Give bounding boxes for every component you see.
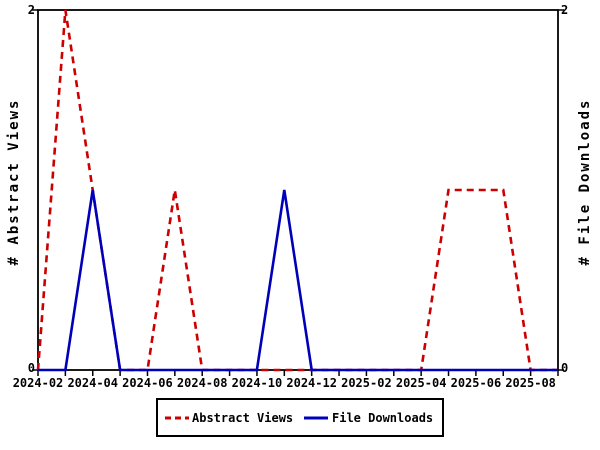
y-axis-right-tick-top: 2 — [561, 3, 569, 17]
chart-legend: Abstract Views File Downloads — [156, 398, 444, 437]
x-tick-label: 2025-04 — [395, 376, 447, 390]
y-axis-title-right: # File Downloads — [577, 98, 593, 266]
legend-label-file-downloads: File Downloads — [332, 411, 434, 425]
x-tick-label: 2024-12 — [286, 376, 337, 390]
x-tick-label: 2025-08 — [505, 376, 556, 390]
legend-sample-abstract-views — [165, 416, 189, 420]
legend-sample-file-downloads — [304, 416, 328, 420]
x-tick-label: 2024-02 — [12, 376, 64, 390]
y-axis-left-tick-top: 2 — [27, 3, 35, 17]
legend-label-abstract-views: Abstract Views — [192, 411, 294, 425]
x-tick-label: 2025-06 — [450, 376, 502, 390]
series-line-file-downloads — [38, 189, 558, 372]
y-axis-right-tick-bottom: 0 — [561, 361, 569, 375]
x-tick-label: 2025-02 — [341, 376, 392, 390]
x-tick-label: 2024-04 — [67, 376, 119, 390]
x-tick-label: 2024-08 — [176, 376, 228, 390]
series-line-abstract-views — [36, 9, 558, 372]
y-axis-title-left: # Abstract Views — [6, 98, 22, 266]
x-tick-label: 2024-06 — [122, 376, 173, 390]
x-tick-label: 2024-10 — [231, 376, 283, 390]
y-axis-left-tick-bottom: 0 — [27, 361, 35, 375]
